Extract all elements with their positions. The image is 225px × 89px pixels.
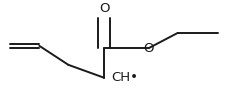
Text: CH•: CH• bbox=[110, 71, 137, 84]
Text: O: O bbox=[98, 2, 109, 15]
Text: O: O bbox=[143, 42, 153, 55]
